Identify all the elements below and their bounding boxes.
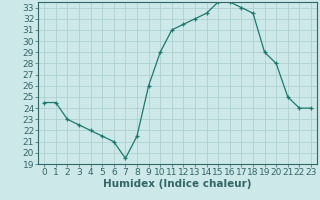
- X-axis label: Humidex (Indice chaleur): Humidex (Indice chaleur): [103, 179, 252, 189]
